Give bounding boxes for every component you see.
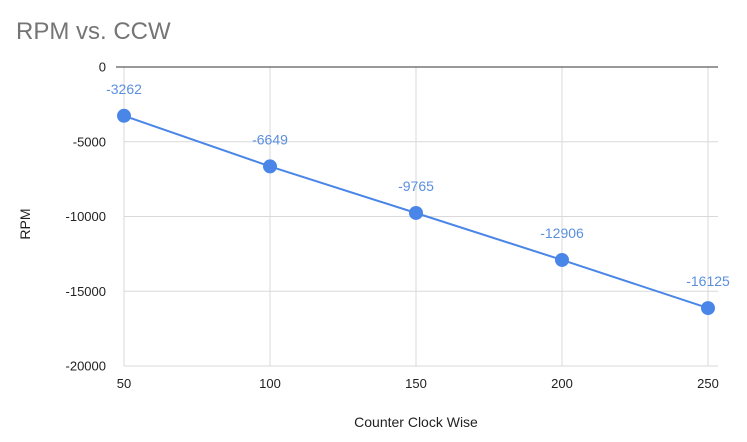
y-tick-label: -10000	[66, 209, 106, 224]
data-label: -16125	[686, 273, 730, 289]
x-tick-label: 250	[697, 376, 719, 391]
data-point	[117, 108, 131, 123]
data-label: -6649	[252, 131, 288, 147]
gridlines	[123, 67, 718, 367]
data-point	[701, 301, 715, 316]
tick-labels: 0 -5000 -10000 -15000 -20000 50 100 150 200 250	[66, 60, 719, 392]
data-label: -3262	[106, 81, 142, 97]
y-tick-label: -20000	[66, 359, 106, 374]
y-tick-label: -5000	[73, 134, 106, 149]
chart-title: RPM vs. CCW	[16, 18, 171, 45]
data-point	[555, 252, 569, 267]
x-tick-label: 50	[117, 376, 131, 391]
y-tick-label: 0	[99, 60, 106, 75]
data-point	[263, 159, 277, 174]
x-tick-label: 150	[405, 376, 427, 391]
data-label: -12906	[540, 225, 584, 241]
x-tick-label: 100	[259, 376, 281, 391]
x-tick-label: 200	[551, 376, 573, 391]
data-point	[409, 205, 423, 220]
x-axis-title: Counter Clock Wise	[354, 414, 478, 430]
y-axis-title: RPM	[17, 208, 33, 239]
y-tick-label: -15000	[66, 284, 106, 299]
series-group: -3262 -6649 -9765 -12906 -16125	[106, 81, 730, 316]
data-label: -9765	[398, 178, 434, 194]
